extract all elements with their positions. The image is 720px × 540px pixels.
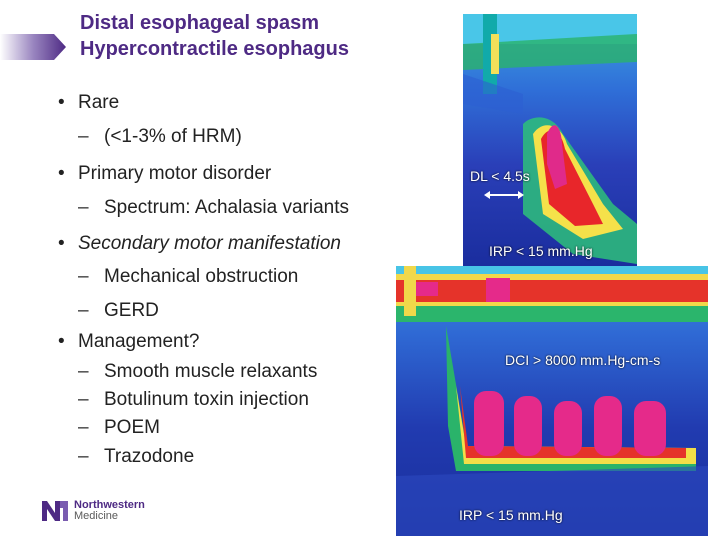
sub-bullet-secondary-2-text: GERD	[104, 300, 159, 321]
sub-bullet-management-4-text: Trazodone	[104, 446, 195, 467]
bullet-rare-text: Rare	[78, 92, 120, 113]
dci-label: DCI > 8000 mm.Hg-cm-s	[505, 352, 661, 368]
bullet-rare: • Rare	[58, 92, 120, 113]
title-line-2: Hypercontractile esophagus	[80, 38, 349, 60]
top-irp-label: IRP < 15 mm.Hg	[489, 243, 593, 259]
logo-line-1: Northwestern	[74, 499, 145, 511]
title-accent-bar	[0, 34, 66, 60]
hrm-plot-dci-image	[396, 266, 708, 536]
dl-label: DL < 4.5s	[470, 168, 530, 184]
sub-bullet-secondary-1: – Mechanical obstruction	[78, 266, 299, 287]
hrm-plot-dci	[396, 266, 708, 536]
sub-bullet-rare-text: (<1-3% of HRM)	[104, 126, 242, 147]
sub-bullet-management-2: – Botulinum toxin injection	[78, 389, 309, 410]
hrm-plot-dl	[463, 14, 637, 266]
bullet-primary-text: Primary motor disorder	[78, 163, 272, 184]
double-arrow-icon	[484, 191, 524, 199]
sub-bullet-management-3: – POEM	[78, 417, 160, 438]
northwestern-medicine-logo: Northwestern Medicine	[42, 500, 145, 522]
sub-bullet-management-1: – Smooth muscle relaxants	[78, 361, 318, 382]
sub-bullet-secondary-1-text: Mechanical obstruction	[104, 266, 299, 287]
bullet-secondary-text: Secondary motor manifestation	[78, 233, 341, 254]
sub-bullet-secondary-2: – GERD	[78, 300, 159, 321]
slide-title: Distal esophageal spasm Hypercontractile…	[80, 10, 349, 62]
bottom-irp-label: IRP < 15 mm.Hg	[459, 507, 563, 523]
sub-bullet-management-3-text: POEM	[104, 417, 160, 438]
title-line-1: Distal esophageal spasm	[80, 12, 319, 34]
bullet-management: • Management?	[58, 331, 200, 352]
hrm-plot-dl-image	[463, 14, 637, 266]
sub-bullet-primary: – Spectrum: Achalasia variants	[78, 197, 350, 218]
sub-bullet-management-4: – Trazodone	[78, 446, 195, 467]
logo-line-2: Medicine	[74, 510, 119, 522]
sub-bullet-management-1-text: Smooth muscle relaxants	[104, 361, 318, 382]
sub-bullet-management-2-text: Botulinum toxin injection	[104, 389, 309, 410]
nm-logo-icon	[42, 501, 68, 521]
bullet-primary: • Primary motor disorder	[58, 163, 272, 184]
sub-bullet-primary-text: Spectrum: Achalasia variants	[104, 197, 350, 218]
bullet-secondary: • Secondary motor manifestation	[58, 233, 341, 254]
sub-bullet-rare: – (<1-3% of HRM)	[78, 126, 242, 147]
bullet-management-text: Management?	[78, 331, 200, 352]
